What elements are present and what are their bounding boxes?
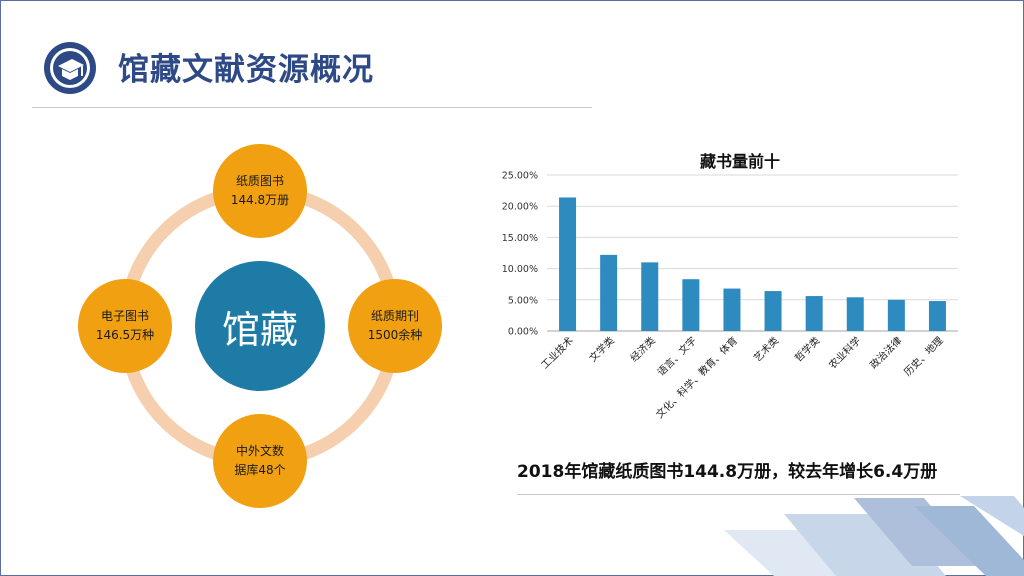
bar xyxy=(682,279,700,331)
node-paper-journals: 纸质期刊 1500余种 xyxy=(348,279,442,373)
node-e-books-value: 146.5万种 xyxy=(95,328,155,342)
x-tick-label: 艺术类 xyxy=(751,334,781,364)
node-e-books: 电子图书 146.5万种 xyxy=(78,279,172,373)
chart-caption: 2018年馆藏纸质图书144.8万册，较去年增长6.4万册 xyxy=(517,462,938,482)
node-databases-line2: 据库48个 xyxy=(234,463,286,477)
y-tick-label: 10.00% xyxy=(502,264,538,275)
x-tick-label: 文化、科学、教育、体育 xyxy=(653,334,740,421)
node-databases: 中外文数 据库48个 xyxy=(213,414,307,508)
decorative-stripes xyxy=(724,496,1024,576)
x-tick-label: 工业技术 xyxy=(538,334,575,371)
y-tick-label: 25.00% xyxy=(502,171,538,182)
x-tick-label: 文学类 xyxy=(586,334,616,364)
y-tick-label: 5.00% xyxy=(508,295,538,306)
x-tick-label: 农业科学 xyxy=(826,334,863,371)
y-tick-label: 15.00% xyxy=(502,233,538,244)
bar xyxy=(846,297,864,331)
y-tick-label: 0.00% xyxy=(508,327,538,338)
bar xyxy=(600,254,618,331)
header-divider xyxy=(32,107,592,108)
bar xyxy=(764,291,782,331)
node-paper-journals-value: 1500余种 xyxy=(367,328,423,342)
x-tick-label: 语言、文字 xyxy=(654,334,699,379)
node-paper-books-value: 144.8万册 xyxy=(230,193,290,207)
node-e-books-label: 电子图书 xyxy=(100,309,149,323)
x-tick-label: 经济类 xyxy=(627,334,657,364)
node-paper-books: 纸质图书 144.8万册 xyxy=(213,144,307,238)
bar xyxy=(641,262,659,331)
x-tick-label: 历史、地理 xyxy=(901,334,946,379)
node-paper-books-label: 纸质图书 xyxy=(235,174,284,188)
bar xyxy=(887,299,905,331)
bar xyxy=(559,197,577,331)
y-tick-label: 20.00% xyxy=(502,202,538,213)
node-paper-journals-label: 纸质期刊 xyxy=(370,309,419,323)
bar xyxy=(928,301,946,331)
bar xyxy=(723,288,741,331)
page-title: 馆藏文献资源概况 xyxy=(118,52,374,88)
graduation-cap-icon xyxy=(44,42,96,94)
chart-title: 藏书量前十 xyxy=(699,152,780,171)
x-tick-label: 哲学类 xyxy=(792,334,822,364)
x-tick-label: 政治法律 xyxy=(867,334,904,371)
node-databases-line1: 中外文数 xyxy=(235,444,284,458)
bar-chart: 0.00% 5.00% 10.00% 15.00% 20.00% 25.00% 工业技术 文学… xyxy=(502,171,958,421)
caption-divider xyxy=(517,494,960,495)
center-node: 馆藏 xyxy=(195,261,325,391)
bar xyxy=(805,296,823,331)
collection-cycle-diagram: 纸质图书 144.8万册 纸质期刊 1500余种 中外文数 据库48个 电子图书… xyxy=(60,140,460,512)
